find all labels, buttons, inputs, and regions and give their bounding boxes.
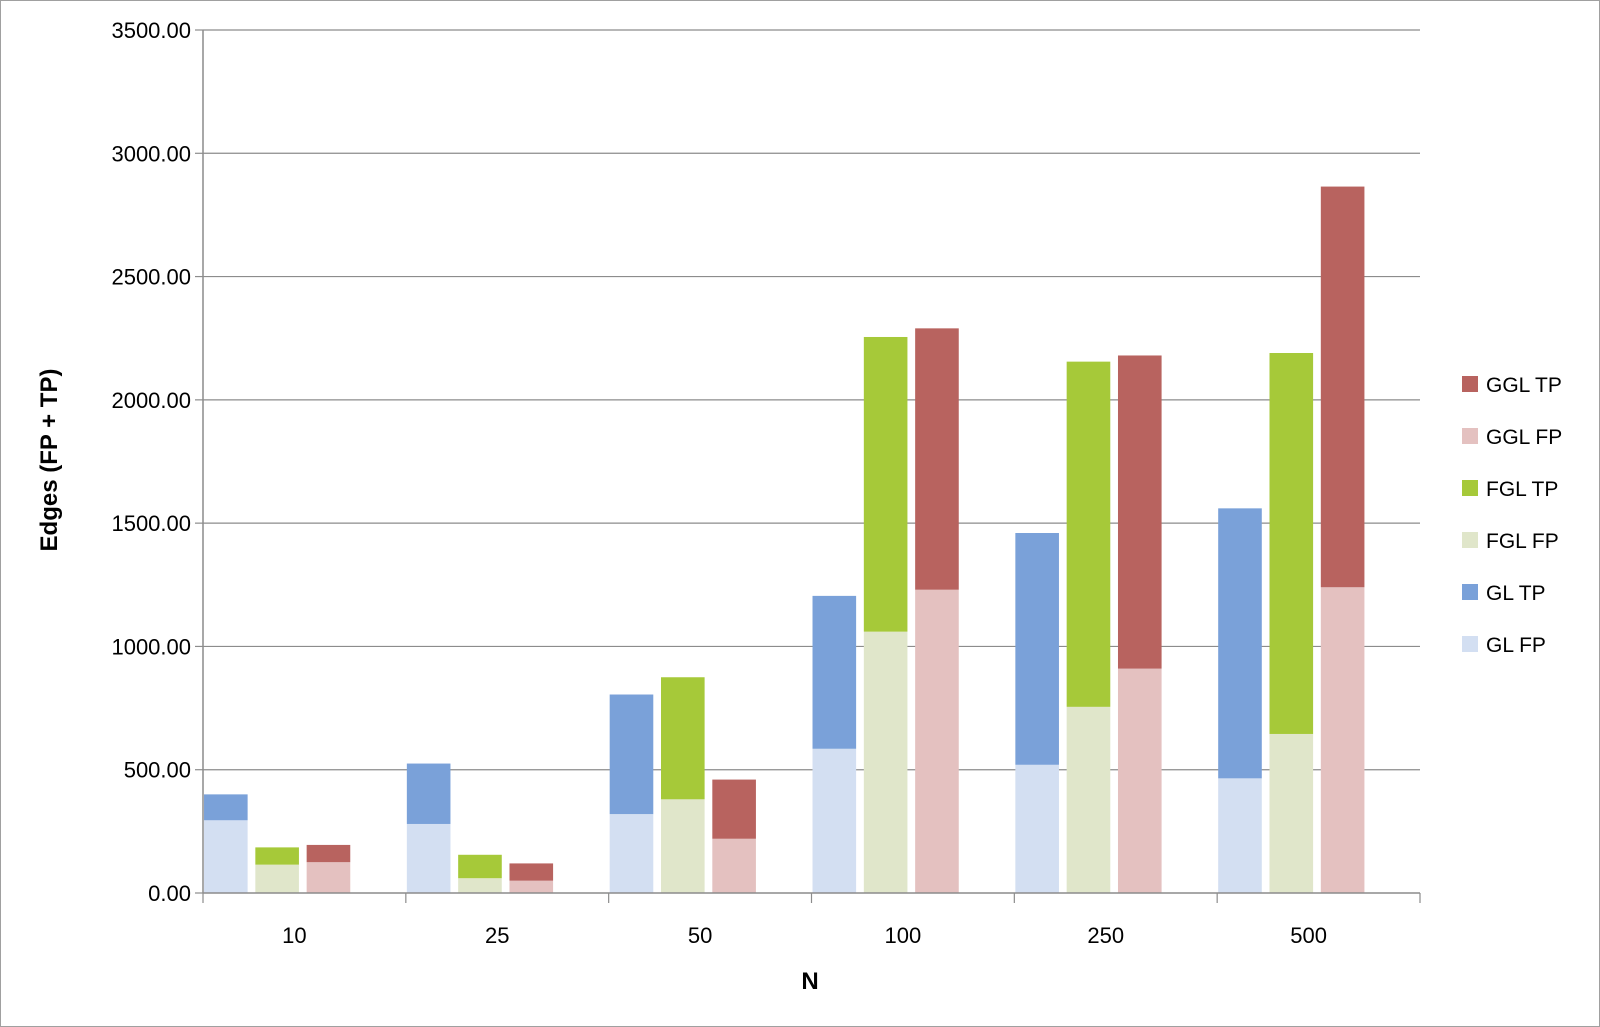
bar-ggl-fp [1117, 668, 1162, 893]
bar-ggl-fp [1320, 587, 1365, 893]
y-tick-label: 2500.00 [111, 265, 191, 290]
y-tick-label: 500.00 [124, 758, 191, 783]
x-axis-ticks: 10 25 50 100 250 500 [202, 893, 1421, 948]
bar-ggl-tp [509, 863, 554, 881]
y-tick-label: 1000.00 [111, 634, 191, 659]
legend-label: GL FP [1486, 634, 1546, 657]
bar-fgl-fp [255, 864, 299, 893]
bar-ggl-fp [712, 838, 756, 893]
y-tick-label: 3500.00 [111, 18, 191, 43]
y-axis-ticks: 0.00 500.00 1000.00 1500.00 2000.00 2500.00 30… [111, 18, 203, 906]
bar-gl-fp [812, 748, 857, 893]
bar-gl-fp [1015, 764, 1059, 893]
bar-gl-fp [204, 820, 248, 893]
x-tick-label: 250 [1087, 923, 1124, 948]
bar-fgl-tp [863, 336, 908, 632]
bar-ggl-fp [915, 589, 959, 893]
bar-gl-fp [406, 823, 451, 893]
legend-swatch [1462, 480, 1478, 496]
y-tick-label: 2000.00 [111, 388, 191, 413]
x-tick-label: 10 [282, 923, 306, 948]
legend-label: FGL FP [1486, 530, 1559, 553]
bar-fgl-fp [863, 631, 908, 893]
x-tick-label: 25 [485, 923, 509, 948]
bar-gl-tp [812, 595, 857, 749]
bar-gl-tp [609, 694, 654, 815]
bar-gl-tp [1015, 533, 1059, 765]
legend-label: GGL FP [1486, 426, 1562, 449]
bar-fgl-tp [458, 854, 502, 879]
legend-swatch [1462, 584, 1478, 600]
legend-swatch [1462, 376, 1478, 392]
bar-gl-fp [609, 814, 654, 893]
legend-label: FGL TP [1486, 478, 1558, 501]
bar-ggl-tp [1320, 186, 1365, 588]
bar-fgl-fp [458, 878, 502, 893]
bar-ggl-fp [509, 880, 554, 893]
bar-gl-tp [406, 763, 451, 824]
legend-swatch [1462, 428, 1478, 444]
bar-gl-tp [1218, 508, 1262, 779]
y-axis-title: Edges (FP + TP) [36, 369, 63, 552]
y-tick-label: 1500.00 [111, 511, 191, 536]
bar-fgl-fp [1269, 733, 1314, 893]
bar-gl-tp [204, 794, 248, 821]
legend-swatch [1462, 636, 1478, 652]
y-tick-label: 0.00 [148, 881, 191, 906]
bar-fgl-tp [1066, 361, 1111, 707]
x-axis-title: N [801, 968, 818, 995]
legend-swatch [1462, 532, 1478, 548]
bar-ggl-fp [306, 862, 351, 893]
bar-fgl-tp [1269, 353, 1314, 734]
bar-fgl-tp [660, 677, 705, 800]
y-tick-label: 3000.00 [111, 141, 191, 166]
bars [204, 186, 1365, 893]
gridlines [203, 29, 1420, 771]
bar-ggl-tp [712, 779, 756, 839]
x-tick-label: 50 [688, 923, 712, 948]
bar-ggl-tp [306, 844, 351, 863]
bar-gl-fp [1218, 778, 1262, 893]
bar-ggl-tp [1117, 355, 1162, 669]
legend: GGL TP GGL FP FGL TP FGL FP GL TP GL FP [1462, 374, 1562, 657]
legend-label: GL TP [1486, 582, 1546, 605]
x-tick-label: 100 [885, 923, 922, 948]
bar-fgl-tp [255, 847, 299, 865]
x-tick-label: 500 [1290, 923, 1327, 948]
bar-fgl-fp [660, 799, 705, 893]
bar-fgl-fp [1066, 706, 1111, 893]
bar-ggl-tp [915, 328, 959, 590]
legend-label: GGL TP [1486, 374, 1562, 397]
